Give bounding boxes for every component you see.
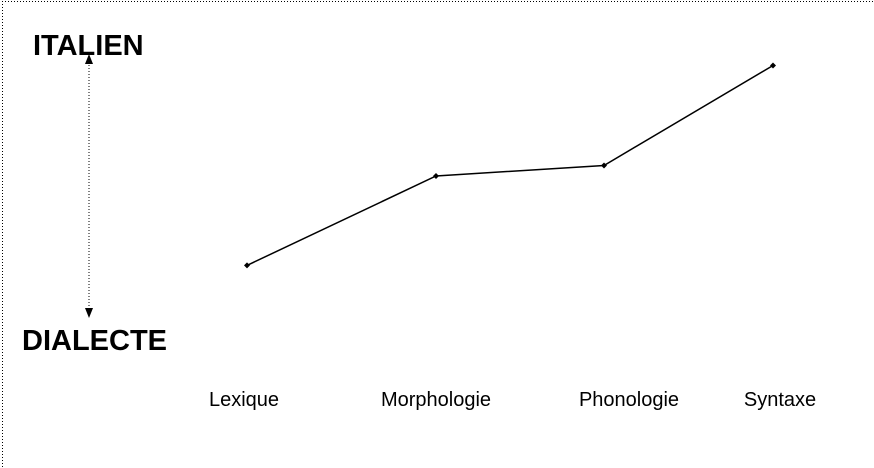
- marker: [601, 162, 607, 169]
- marker: [433, 172, 439, 179]
- marker: [244, 262, 250, 269]
- y-top-label: ITALIEN: [33, 30, 144, 62]
- x-tick-label: Morphologie: [381, 389, 491, 411]
- x-tick-label: Phonologie: [579, 389, 679, 411]
- arrow-head-top: [85, 54, 93, 64]
- marker: [770, 62, 776, 69]
- x-tick-label: Lexique: [209, 389, 279, 411]
- y-bottom-label: DIALECTE: [22, 325, 167, 357]
- line: [246, 64, 774, 267]
- x-tick-label: Syntaxe: [744, 389, 816, 411]
- arrow-head-bottom: [85, 308, 93, 318]
